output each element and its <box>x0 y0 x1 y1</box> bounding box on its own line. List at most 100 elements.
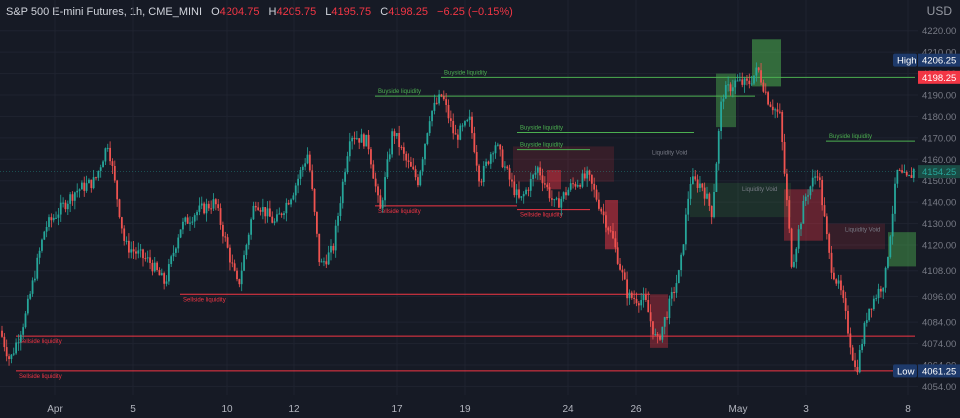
candle-body <box>576 185 579 187</box>
candle-body <box>854 360 856 367</box>
candle-body <box>499 144 502 150</box>
candle-body <box>325 261 328 265</box>
candle-body <box>118 199 121 218</box>
candle-body <box>720 101 722 132</box>
price-tick-label: 4190.00 <box>922 91 956 102</box>
order-block <box>605 200 618 250</box>
candle-body <box>896 169 899 184</box>
candle-body <box>172 252 175 257</box>
candle-body <box>407 160 410 162</box>
candle-body <box>222 224 224 237</box>
candle-body <box>449 118 452 121</box>
candle-body <box>703 187 706 199</box>
price-tag-low-text: Low <box>897 366 915 377</box>
candle-body <box>57 214 60 218</box>
candle-body <box>731 87 734 92</box>
candle-body <box>637 303 640 306</box>
candle-body <box>252 205 255 220</box>
candle-body <box>370 149 372 165</box>
candle-body <box>186 217 189 224</box>
order-block <box>547 170 561 190</box>
candle-body <box>264 207 267 217</box>
candle-body <box>24 313 27 328</box>
candle-body <box>62 202 64 204</box>
candle-body <box>746 78 748 81</box>
open-value: 4204.75 <box>219 6 260 18</box>
candle-body <box>640 300 643 306</box>
candle-body <box>875 298 878 300</box>
candle-body <box>113 165 116 181</box>
candle-body <box>139 249 142 251</box>
candle-body <box>156 262 158 271</box>
candle-body <box>835 279 838 284</box>
candle-body <box>858 350 861 373</box>
candle-body <box>736 80 739 82</box>
candle-body <box>569 183 572 190</box>
candle-body <box>81 182 83 190</box>
candle-body <box>294 185 297 196</box>
liquidity-void-label: Liquidity Void <box>652 150 687 156</box>
candle-body <box>175 248 177 253</box>
candle-body <box>95 177 97 179</box>
candle-body <box>351 137 354 142</box>
candle-body <box>811 177 814 187</box>
candle-body <box>724 85 727 99</box>
candle-body <box>5 347 8 357</box>
candle-body <box>386 159 389 178</box>
candle-body <box>795 248 798 262</box>
liquidity-label: Sellside liquidity <box>19 374 62 380</box>
candle-body <box>130 249 133 253</box>
candle-body <box>583 173 586 179</box>
candle-body <box>283 213 285 215</box>
candle-body <box>405 153 408 161</box>
candle-body <box>128 240 130 253</box>
order-block <box>752 39 781 87</box>
candle-body <box>739 79 741 81</box>
candle-body <box>889 236 892 257</box>
candle-body <box>163 273 166 284</box>
liquidity-label: Sellside liquidity <box>19 339 62 345</box>
candle-body <box>41 239 43 251</box>
candle-body <box>120 217 123 229</box>
candle-body <box>92 177 95 189</box>
candle-body <box>217 204 220 209</box>
candle-body <box>292 195 295 200</box>
candle-body <box>363 134 365 147</box>
candle-body <box>106 147 109 149</box>
time-tick-label: 19 <box>459 404 471 415</box>
candle-body <box>454 133 457 135</box>
candle-body <box>877 288 880 299</box>
candle-body <box>297 178 299 186</box>
candle-body <box>701 183 704 188</box>
candle-body <box>675 283 678 293</box>
price-tick-label: 4130.00 <box>922 219 956 230</box>
price-axis: 4054.004064.004074.004084.004096.004108.… <box>893 26 960 393</box>
candle-body <box>856 366 859 373</box>
candle-body <box>607 227 610 231</box>
candle-body <box>567 189 570 196</box>
candle-body <box>748 80 751 85</box>
candle-body <box>200 203 203 206</box>
candle-body <box>15 342 17 354</box>
candle-body <box>710 205 713 218</box>
candle-body <box>844 298 847 311</box>
candle-body <box>612 231 614 239</box>
time-tick-label: 5 <box>130 404 136 415</box>
candle-body <box>205 203 208 214</box>
candle-body <box>743 78 746 85</box>
candle-body <box>224 236 227 238</box>
candle-body <box>630 292 633 298</box>
candle-body <box>38 250 41 258</box>
candle-body <box>191 221 194 223</box>
liquidity-void-box <box>828 223 885 250</box>
currency-label[interactable]: USD <box>926 4 952 18</box>
candle-body <box>210 208 213 210</box>
candle-body <box>346 156 349 173</box>
candle-body <box>494 145 497 154</box>
candle-body <box>670 291 673 299</box>
candle-body <box>466 119 469 122</box>
candle-body <box>464 121 466 126</box>
candle-body <box>480 181 483 183</box>
candle-body <box>753 75 755 84</box>
